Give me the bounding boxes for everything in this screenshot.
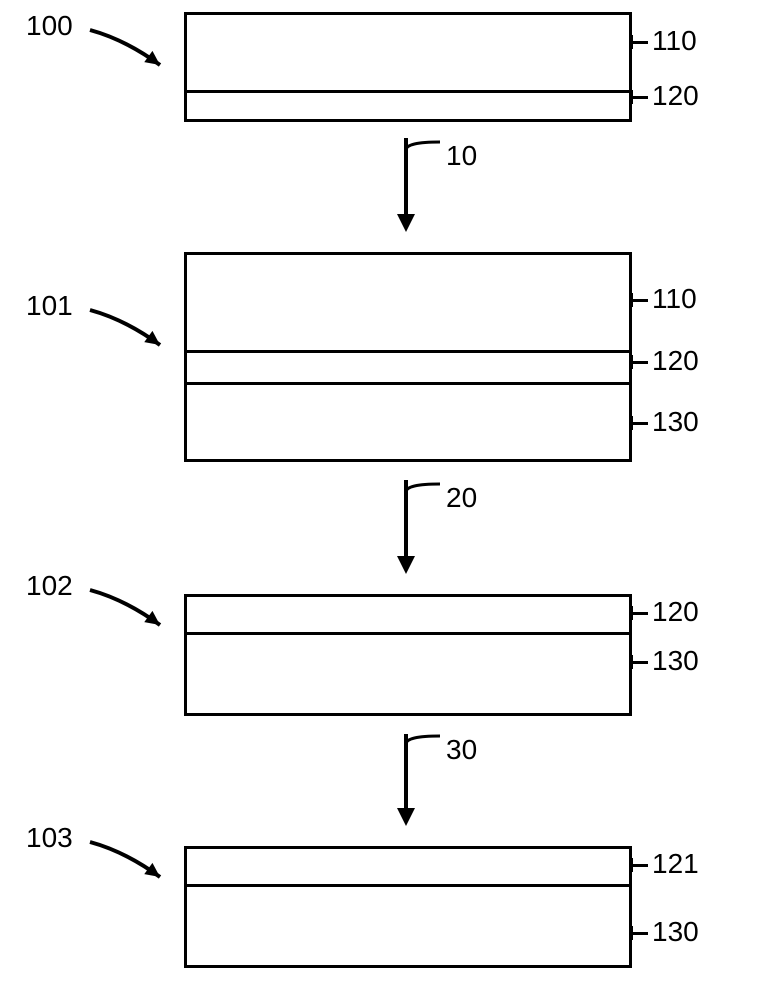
pointer-arrow-102 [80, 580, 180, 645]
pointer-arrow-103 [80, 832, 180, 897]
stack-label-102: 102 [26, 570, 73, 602]
pointer-arrow-100 [80, 20, 180, 85]
layer-label: 130 [652, 406, 699, 438]
layer-label: 110 [652, 283, 697, 315]
leader-line [632, 299, 648, 302]
layer-label: 130 [652, 916, 699, 948]
stack-100 [184, 12, 632, 122]
stack-103 [184, 846, 632, 968]
leader-line [632, 661, 648, 664]
layer-label: 121 [652, 848, 699, 880]
layer-divider [187, 884, 629, 887]
leader-line [632, 41, 648, 44]
stack-101 [184, 252, 632, 462]
layer-divider [187, 382, 629, 385]
layer-label: 120 [652, 80, 699, 112]
stack-label-101: 101 [26, 290, 73, 322]
leader-line [632, 864, 648, 867]
layer-divider [187, 350, 629, 353]
leader-line [632, 932, 648, 935]
layer-label: 130 [652, 645, 699, 677]
step-label-10: 10 [446, 140, 477, 172]
stack-102 [184, 594, 632, 716]
layer-divider [187, 90, 629, 93]
layer-divider [187, 632, 629, 635]
leader-line [632, 361, 648, 364]
layer-label: 120 [652, 596, 699, 628]
layer-label: 110 [652, 25, 697, 57]
leader-line [632, 612, 648, 615]
leader-line [632, 422, 648, 425]
pointer-arrow-101 [80, 300, 180, 365]
step-label-20: 20 [446, 482, 477, 514]
leader-line [632, 96, 648, 99]
step-label-30: 30 [446, 734, 477, 766]
stack-label-103: 103 [26, 822, 73, 854]
stack-label-100: 100 [26, 10, 73, 42]
diagram-canvas: 100 110 120 101 110 120 130 102 120 130 103 121 130 1… [0, 0, 779, 1000]
layer-label: 120 [652, 345, 699, 377]
